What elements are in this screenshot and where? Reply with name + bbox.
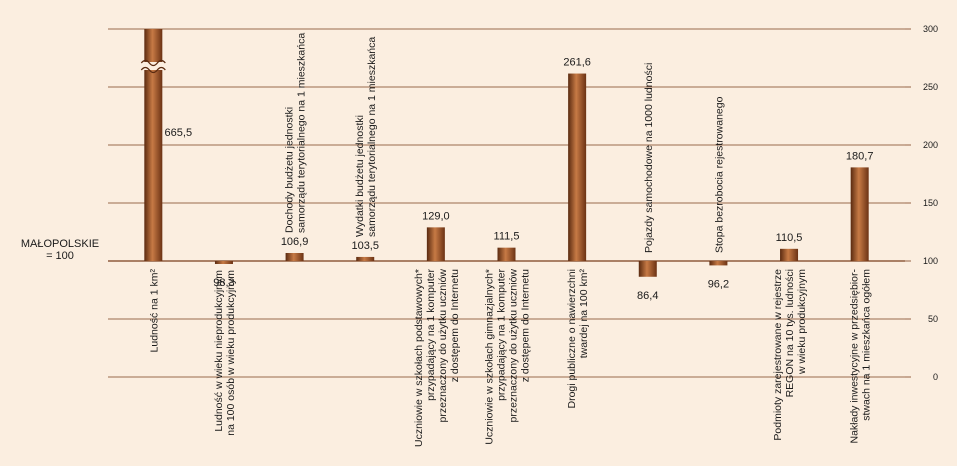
category-label: Drogi publiczne o nawierzchni twardej na … — [566, 269, 590, 409]
category-label-line: twardej na 100 km² — [578, 269, 590, 359]
data-label: 111,5 — [494, 231, 520, 243]
category-label: Uczniowie w szkołach podstawowych* przypa… — [413, 268, 461, 447]
category-label-line: Ludność w wieku nieprodukcyjnym — [213, 270, 225, 432]
y-tick-label: 300 — [923, 24, 938, 34]
y-tick-label: 200 — [923, 140, 938, 150]
category-label-line: z dostępem do Internetu — [449, 269, 461, 382]
bar — [638, 261, 657, 277]
bar — [426, 227, 445, 261]
category-label-line: w wieku produkcyjnym — [796, 269, 808, 375]
data-label: 106,9 — [281, 236, 309, 248]
data-label: 665,5 — [165, 127, 193, 139]
y-tick-label: 250 — [923, 82, 938, 92]
category-label-line: REGON na 10 tys. ludności — [784, 269, 796, 397]
baseline-label: = 100 — [46, 250, 74, 262]
axis-break-mark — [140, 59, 166, 67]
category-label: Wydatki budżetu jednostki samorządu teryt… — [354, 37, 378, 237]
category-label: Stopa bezrobocia rejestrowanego — [713, 96, 725, 253]
data-label: 96,2 — [708, 278, 729, 290]
bar — [850, 167, 869, 261]
category-label-line: samorządu terytorialnego na 1 mieszkańca — [296, 33, 308, 233]
category-label-line: Dochody budżetu jednostki — [284, 107, 296, 233]
category-label: Ludność w wieku nieprodukcyjnym na 100 os… — [213, 270, 237, 436]
data-label: 129,0 — [422, 210, 450, 222]
category-label: Uczniowie w szkołach gimnazjalnych* przyp… — [484, 268, 532, 444]
category-label-line: przeznaczony do użytku uczniów — [508, 269, 520, 423]
bar — [709, 261, 728, 266]
category-label-line: przypadający na 1 komputer — [496, 268, 508, 400]
y-tick-label: 0 — [933, 372, 938, 382]
labels: MAŁOPOLSKIE= 100 665,5 Ludność na 1 km² 98,… — [21, 33, 874, 447]
category-label-line: Stopa bezrobocia rejestrowanego — [713, 96, 725, 253]
category-label-line: Nakłady inwestycyjne w przedsiębior- — [849, 269, 861, 444]
category-label-line: przeznaczony do użytku uczniów — [437, 269, 449, 423]
category-label: Ludność na 1 km² — [148, 269, 160, 353]
axis-break-mark — [140, 66, 166, 74]
category-label-line: z dostępem do Internetu — [520, 269, 532, 382]
category-label-line: Uczniowie w szkołach podstawowych* — [413, 269, 425, 447]
bar — [780, 248, 799, 261]
bar — [144, 29, 163, 261]
category-label-line: Pojazdy samochodowe na 1000 ludności — [643, 63, 655, 253]
bar — [356, 256, 375, 261]
category-label: Nakłady inwestycyjne w przedsiębior-stwa… — [849, 269, 873, 444]
category-label: Podmioty zarejestrowane w rejestrze REGON… — [772, 269, 808, 441]
category-label-line: Podmioty zarejestrowane w rejestrze — [772, 269, 784, 441]
y-tick-label: 100 — [923, 256, 938, 266]
category-label: Pojazdy samochodowe na 1000 ludności — [643, 63, 655, 253]
y-tick-label: 150 — [923, 198, 938, 208]
category-label-line: Uczniowie w szkołach gimnazjalnych* — [484, 269, 496, 445]
y-tick-label: 50 — [928, 314, 938, 324]
category-label: Dochody budżetu jednostki samorządu teryt… — [284, 33, 308, 233]
category-label-line: Drogi publiczne o nawierzchni — [566, 269, 578, 409]
data-label: 98,3 — [213, 277, 234, 289]
data-label: 180,7 — [846, 150, 874, 162]
data-label: 261,6 — [563, 57, 591, 69]
bar — [285, 252, 304, 261]
baseline-label: MAŁOPOLSKIE — [21, 238, 99, 250]
category-label-line: Wydatki budżetu jednostki — [354, 115, 366, 237]
category-label-line: samorządu terytorialnego na 1 mieszkańca — [366, 37, 378, 237]
bar — [214, 261, 233, 264]
bars — [140, 29, 869, 277]
category-label-line: przypadający na 1 komputer — [425, 268, 437, 400]
category-label-line: stwach na 1 mieszkańca ogółem — [861, 269, 873, 421]
bar — [568, 73, 587, 261]
data-label: 86,4 — [637, 290, 658, 302]
bar — [497, 247, 516, 261]
category-label-line: Ludność na 1 km² — [148, 269, 160, 353]
category-label-line: na 100 osób w wieku produkcyjnym — [225, 270, 237, 436]
data-label: 110,5 — [776, 232, 803, 244]
data-label: 103,5 — [351, 240, 379, 252]
